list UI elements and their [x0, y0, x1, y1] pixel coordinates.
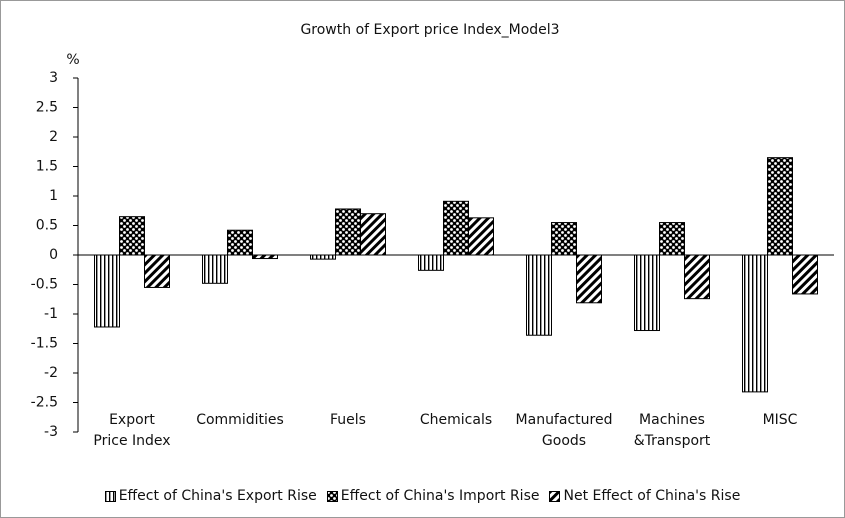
bar: [94, 254, 120, 328]
bar: [252, 254, 278, 260]
bar: [684, 254, 710, 300]
bar: [144, 254, 170, 288]
legend-label: Net Effect of China's Rise: [563, 488, 741, 504]
y-tick-label: 0: [49, 247, 58, 263]
y-tick-label: 1: [49, 188, 58, 204]
x-tick-label: Fuels: [330, 412, 366, 428]
chart-title: Growth of Export price Index_Model3: [300, 22, 559, 38]
bar: [443, 200, 469, 256]
bar: [202, 254, 228, 284]
bar: [310, 254, 336, 260]
x-tick-label: Commidities: [196, 412, 284, 428]
x-tick-label: Chemicals: [419, 412, 493, 428]
x-tick-label: Export Price Index: [93, 412, 171, 449]
legend-swatch-box: [549, 490, 561, 502]
bar: [119, 216, 145, 256]
legend-swatch: [104, 490, 116, 502]
y-tick-label: 0.5: [36, 218, 58, 234]
legend-swatch: [549, 490, 561, 502]
bar: [576, 254, 602, 304]
y-tick-label: -1.5: [31, 336, 58, 352]
bar: [659, 222, 685, 256]
y-tick-label: -1: [44, 306, 58, 322]
legend: Effect of China's Export Rise Effect of C…: [0, 488, 845, 504]
bar: [227, 229, 253, 256]
bar: [418, 254, 444, 271]
y-tick-label: -2.5: [31, 395, 58, 411]
x-tick-label: MISC: [762, 412, 798, 428]
bar: [335, 208, 361, 256]
x-tick-label: Machines &Transport: [633, 412, 711, 449]
legend-swatch: [326, 490, 338, 502]
y-tick-label: 2: [49, 129, 58, 145]
bar: [360, 213, 386, 256]
y-tick-label: -3: [44, 424, 58, 440]
bar: [742, 254, 768, 393]
legend-label: Effect of China's Export Rise: [118, 488, 317, 504]
bar: [634, 254, 660, 332]
y-tick-label: -2: [44, 365, 58, 381]
x-tick-label: Manufactured Goods: [515, 412, 613, 449]
legend-label: Effect of China's Import Rise: [340, 488, 540, 504]
legend-item: Net Effect of China's Rise: [549, 488, 740, 504]
legend-swatch-box: [104, 490, 116, 502]
legend-item: Effect of China's Import Rise: [326, 488, 540, 504]
bar: [468, 217, 494, 256]
y-unit: %: [66, 52, 79, 68]
y-tick-label: 3: [49, 70, 58, 86]
bar: [526, 254, 552, 336]
y-tick-label: -0.5: [31, 277, 58, 293]
bar: [551, 222, 577, 256]
y-tick-label: 2.5: [36, 100, 58, 116]
bar: [767, 157, 793, 256]
legend-item: Effect of China's Export Rise: [104, 488, 317, 504]
bar: [792, 254, 818, 295]
legend-swatch-box: [326, 490, 338, 502]
y-tick-label: 1.5: [36, 159, 58, 175]
